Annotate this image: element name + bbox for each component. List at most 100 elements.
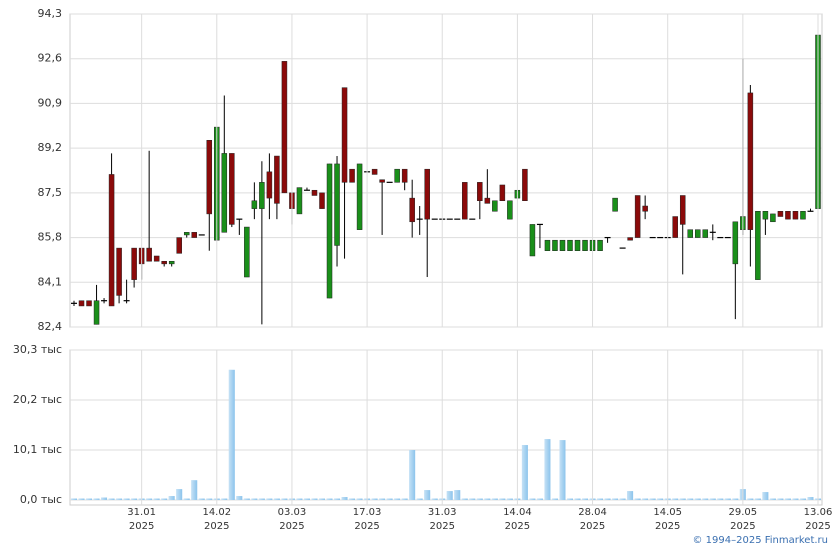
volume-bar-shine	[754, 498, 761, 500]
candle-body	[552, 239, 558, 251]
volume-bar-shine	[349, 498, 356, 500]
x-tick-label: 28.04 2025	[578, 507, 607, 532]
volume-bar-shine	[694, 498, 701, 500]
volume-bar-shine	[799, 498, 806, 500]
x-tick-label: 31.03 2025	[427, 507, 457, 532]
candle-body	[116, 247, 122, 296]
candle-body	[499, 184, 506, 201]
x-tick-label: 14.04 2025	[503, 507, 532, 532]
y-tick-label: 89,2	[38, 141, 63, 154]
y-tick-label: 82,4	[38, 320, 63, 333]
volume-bar-shine	[394, 498, 401, 500]
candle-body	[341, 87, 348, 183]
volume-bar-shine	[401, 498, 408, 500]
volume-bar-shine	[273, 498, 280, 500]
volume-bar-shine	[491, 498, 498, 500]
candle-body	[544, 239, 551, 251]
volume-bar-shine	[311, 498, 318, 500]
x-tick-label: 31.01 2025	[127, 507, 156, 532]
volume-bar-shine	[687, 498, 694, 500]
volume-bar-shine	[649, 498, 656, 500]
volume-bar-shine	[176, 489, 183, 500]
candle-body	[792, 211, 799, 220]
volume-bar-shine	[529, 498, 536, 500]
volume-bar-shine	[303, 498, 310, 500]
y-tick-label: 85,8	[38, 231, 63, 244]
candle-body	[168, 260, 175, 265]
volume-bar-shine	[356, 498, 363, 500]
volume-bar-shine	[657, 498, 664, 500]
volume-bar-shine	[153, 498, 160, 500]
candle-body	[755, 211, 761, 280]
volume-bar-shine	[424, 490, 431, 500]
candle-body	[484, 197, 491, 204]
candle-body	[770, 213, 776, 223]
volume-bar-shine	[71, 498, 77, 500]
candle-body	[356, 163, 363, 230]
candle-body	[477, 182, 483, 201]
volume-bar-shine	[228, 369, 235, 500]
y-tick-label: 10,1 тыс	[13, 443, 62, 456]
volume-bar-shine	[679, 498, 686, 500]
candle-body	[522, 168, 528, 201]
y-tick-label: 0,0 тыс	[20, 493, 62, 506]
volume-bar-shine	[597, 498, 604, 500]
candle-body	[191, 232, 197, 238]
volume-bar-shine	[446, 491, 453, 500]
candle-body	[86, 300, 92, 307]
candle-body	[785, 211, 791, 220]
volume-bar-shine	[724, 498, 731, 500]
volume-bar-shine	[499, 498, 506, 500]
volume-bar-shine	[717, 498, 724, 500]
candle-body	[161, 260, 167, 265]
y-tick-label: 90,9	[38, 96, 63, 109]
volume-bar-shine	[183, 498, 190, 500]
candle-body	[153, 255, 160, 262]
candle-body	[559, 239, 566, 251]
volume-bar-shine	[431, 498, 438, 500]
candle-body	[401, 168, 408, 183]
candle-body	[259, 182, 265, 209]
volume-bar-shine	[258, 498, 265, 500]
candle-body	[732, 221, 739, 265]
candle-body	[326, 163, 333, 299]
candle-body	[371, 168, 378, 175]
candle-body	[507, 200, 513, 220]
volume-bar-shine	[567, 498, 573, 500]
volume-bar-shine	[341, 497, 348, 500]
volume-bar-shine	[168, 496, 175, 500]
candle-body	[582, 239, 588, 251]
x-tick-label: 03.03 2025	[277, 507, 307, 532]
candle-body	[762, 211, 769, 220]
candle-body	[687, 229, 693, 238]
volume-bar-shine	[484, 498, 491, 500]
volume-bar-shine	[161, 498, 168, 500]
volume-bar-shine	[371, 498, 378, 500]
volume-bar-shine	[379, 498, 386, 500]
volume-bar-shine	[123, 498, 130, 500]
volume-bar-shine	[206, 498, 213, 500]
volume-bar-shine	[131, 498, 138, 500]
volume-bar-shine	[732, 498, 739, 500]
volume-bar-shine	[108, 498, 115, 500]
volume-bar-shine	[619, 498, 626, 500]
candle-body	[679, 195, 686, 225]
volume-bar-shine	[221, 498, 228, 500]
volume-bar-shine	[281, 498, 288, 500]
volume-bar-shine	[326, 498, 333, 500]
candle-body	[244, 226, 250, 278]
candle-body	[311, 189, 318, 196]
candle-body	[695, 229, 701, 238]
volume-bar-shine	[762, 492, 769, 500]
volume-bar-shine	[78, 498, 85, 500]
volume-bar-shine	[604, 498, 611, 500]
volume-bar-shine	[702, 498, 709, 500]
x-tick-label: 17.03 2025	[352, 507, 382, 532]
candle-body	[296, 187, 303, 215]
volume-bar-shine	[93, 498, 100, 500]
volume-bar-shine	[521, 445, 528, 500]
candle-body	[777, 211, 784, 217]
y-tick-label: 30,3 тыс	[13, 343, 62, 356]
volume-bar-shine	[642, 498, 649, 500]
